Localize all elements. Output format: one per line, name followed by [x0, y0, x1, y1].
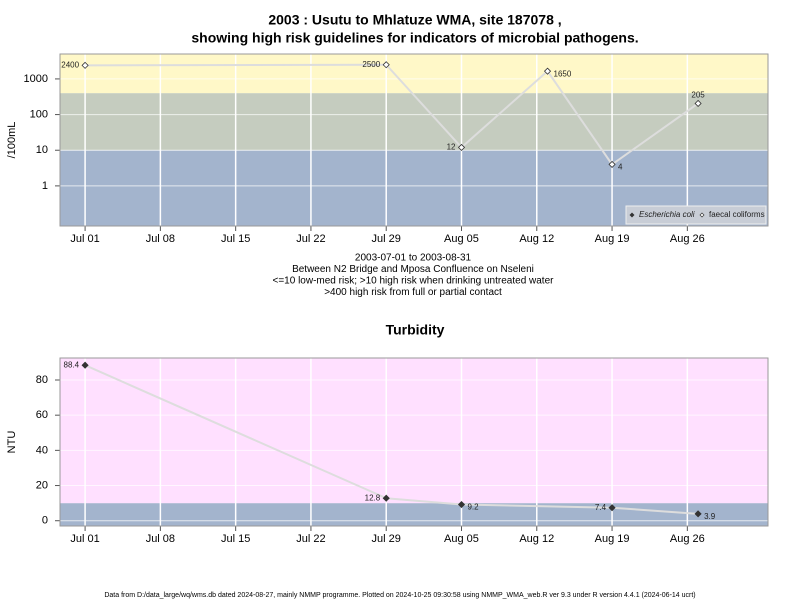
- x-tick-label: Aug 26: [670, 233, 705, 245]
- data-point: [382, 494, 390, 502]
- x-tick-label: Jul 22: [296, 233, 325, 245]
- data-point: [694, 510, 702, 518]
- plot-border: [59, 357, 769, 527]
- x-tick-label: Aug 19: [595, 533, 630, 545]
- chart-subtitle: 2003-07-01 to 2003-08-31: [355, 253, 472, 264]
- data-point: [457, 143, 466, 151]
- legend-label: faecal coliforms: [709, 210, 765, 219]
- y-tick-label: 1: [42, 180, 48, 192]
- data-label: 2400: [61, 60, 79, 69]
- data-label: 88.4: [64, 360, 80, 369]
- x-tick-label: Jul 15: [221, 533, 250, 545]
- y-tick-label: 80: [36, 374, 48, 386]
- x-tick-label: Aug 26: [670, 533, 705, 545]
- data-point: [543, 67, 552, 75]
- legend-label: Escherichia coli: [639, 210, 695, 219]
- data-label: 9.2: [467, 503, 479, 512]
- chart-subtitle: Between N2 Bridge and Mposa Confluence o…: [292, 264, 534, 275]
- risk-band: [60, 503, 768, 526]
- x-tick-label: Jul 08: [146, 233, 175, 245]
- chart-title: showing high risk guidelines for indicat…: [191, 30, 638, 46]
- data-label: 12.8: [365, 493, 381, 502]
- y-axis-label: /100mL: [6, 122, 18, 159]
- x-tick-label: Jul 08: [146, 533, 175, 545]
- x-tick-label: Aug 05: [444, 533, 479, 545]
- y-axis-label: NTU: [6, 431, 18, 454]
- x-tick-label: Jul 01: [70, 533, 99, 545]
- data-label: 3.9: [704, 512, 716, 521]
- legend-box: [625, 205, 767, 225]
- x-tick-label: Jul 29: [372, 233, 401, 245]
- risk-band: [60, 93, 768, 151]
- chart-title: 2003 : Usutu to Mhlatuze WMA, site 18707…: [268, 12, 561, 28]
- chart-subtitle: >400 high risk from full or partial cont…: [324, 287, 502, 298]
- y-tick-label: 60: [36, 409, 48, 421]
- data-label: 205: [691, 91, 705, 100]
- data-point: [81, 61, 89, 69]
- x-tick-label: Jul 01: [70, 233, 99, 245]
- y-tick-label: 20: [36, 479, 48, 491]
- data-point: [694, 99, 702, 108]
- x-tick-label: Aug 12: [519, 233, 554, 245]
- y-tick-label: 10: [36, 144, 48, 156]
- chart-title: Turbidity: [386, 322, 445, 338]
- legend-marker: [699, 212, 705, 218]
- risk-band: [60, 358, 768, 504]
- footnote: Data from D:/data_large/wq/wms.db dated …: [104, 592, 695, 599]
- legend-marker: [629, 212, 635, 218]
- x-tick-label: Aug 05: [444, 233, 479, 245]
- data-point: [608, 504, 616, 512]
- y-tick-label: 1000: [24, 73, 48, 85]
- x-tick-label: Aug 12: [519, 533, 554, 545]
- data-label: 12: [447, 143, 456, 152]
- data-label: 7.4: [595, 503, 607, 512]
- data-point: [81, 361, 89, 369]
- x-tick-label: Jul 15: [221, 233, 250, 245]
- x-tick-label: Jul 29: [372, 533, 401, 545]
- chart-subtitle: <=10 low-med risk; >10 high risk when dr…: [273, 276, 555, 287]
- y-tick-label: 0: [42, 515, 48, 527]
- risk-band: [60, 54, 768, 94]
- data-label: 2500: [362, 60, 380, 69]
- y-tick-label: 40: [36, 444, 48, 456]
- x-tick-label: Jul 22: [296, 533, 325, 545]
- data-label: 4: [618, 163, 623, 172]
- y-tick-label: 100: [30, 108, 48, 120]
- data-label: 1650: [554, 69, 572, 78]
- data-point: [608, 160, 616, 168]
- data-point: [382, 61, 390, 69]
- data-point: [457, 500, 466, 509]
- x-tick-label: Aug 19: [595, 233, 630, 245]
- plot-border: [59, 53, 769, 227]
- series-line: [85, 63, 699, 166]
